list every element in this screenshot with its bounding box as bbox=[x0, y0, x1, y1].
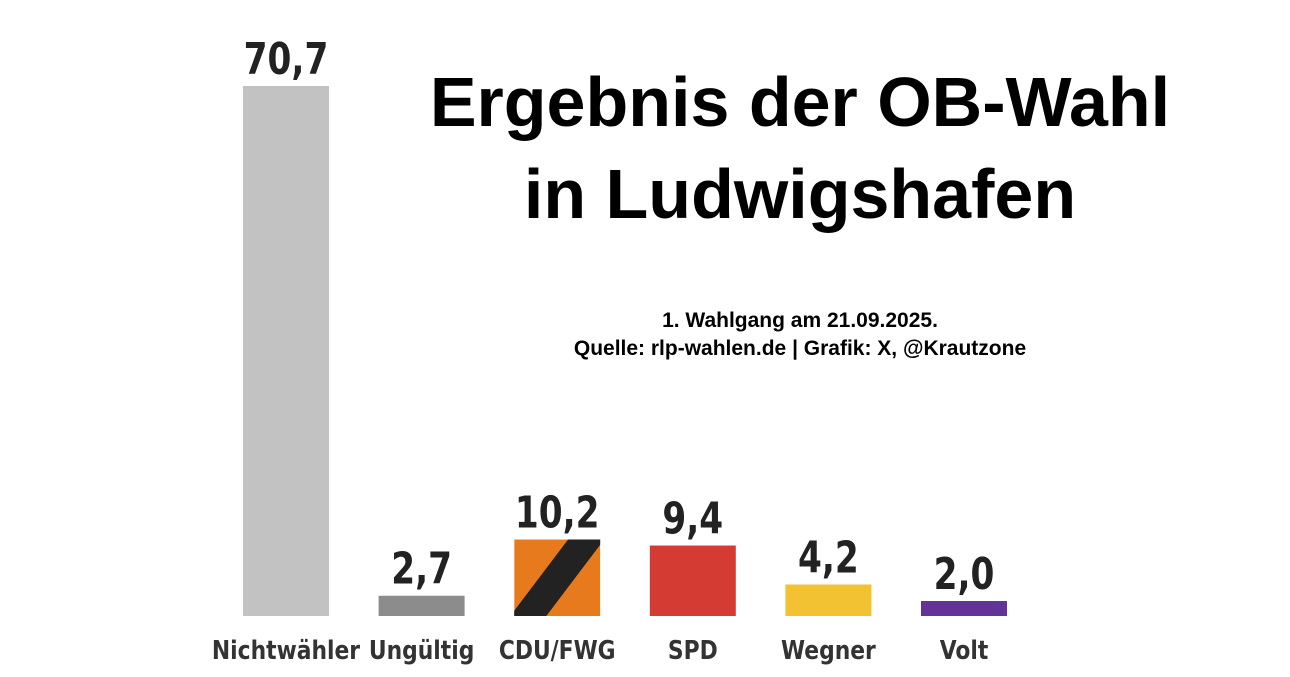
bar-volt bbox=[921, 601, 1007, 616]
data-label-ung-ltig: 2,7 bbox=[391, 544, 452, 595]
data-label-wegner: 4,2 bbox=[798, 532, 859, 583]
bar-spd bbox=[649, 545, 736, 616]
category-label-volt: Volt bbox=[940, 635, 989, 665]
data-label-spd: 9,4 bbox=[662, 493, 723, 544]
chart-title-line-1: Ergebnis der OB-Wahl bbox=[429, 63, 1171, 141]
bar-cdu-fwg bbox=[514, 539, 601, 616]
chart-title-line-2: in Ludwigshafen bbox=[523, 155, 1077, 233]
chart-subtitle-source: Quelle: rlp-wahlen.de | Grafik: X, @Krau… bbox=[573, 337, 1027, 360]
data-label-cdu-fwg: 10,2 bbox=[515, 487, 600, 538]
chart-subtitle-date: 1. Wahlgang am 21.09.2025. bbox=[662, 309, 938, 332]
bar-stripe bbox=[514, 539, 601, 616]
data-label-volt: 2,0 bbox=[934, 549, 995, 600]
category-label-ung-ltig: Ungültig bbox=[369, 635, 474, 665]
data-label-nichtw-hler: 70,7 bbox=[244, 34, 329, 85]
category-label-nichtw-hler: Nichtwähler bbox=[212, 635, 360, 665]
category-label-wegner: Wegner bbox=[781, 635, 876, 665]
category-label-spd: SPD bbox=[668, 635, 718, 665]
bar-ung-ltig bbox=[378, 595, 465, 616]
bar-nichtw-hler bbox=[243, 86, 329, 616]
category-label-cdu-fwg: CDU/FWG bbox=[499, 635, 616, 665]
bar-wegner bbox=[785, 584, 872, 616]
